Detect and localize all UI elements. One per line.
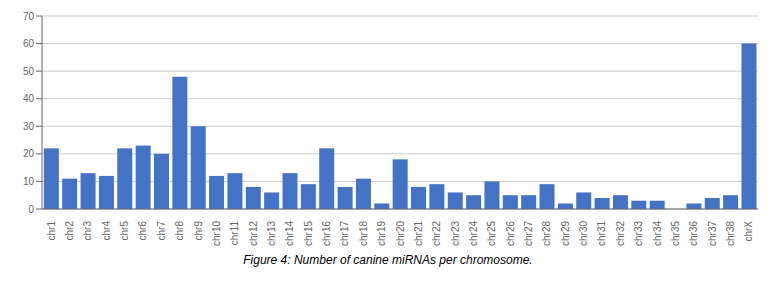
svg-text:chr26: chr26 xyxy=(505,221,516,246)
svg-text:chrX: chrX xyxy=(743,221,754,242)
svg-text:chr1: chr1 xyxy=(46,221,57,241)
svg-text:chr7: chr7 xyxy=(156,221,167,241)
svg-text:chr21: chr21 xyxy=(413,221,424,246)
svg-text:chr27: chr27 xyxy=(523,221,534,246)
svg-text:chr2: chr2 xyxy=(64,221,75,241)
svg-text:chr4: chr4 xyxy=(101,221,112,241)
svg-text:20: 20 xyxy=(23,148,35,159)
svg-text:chr38: chr38 xyxy=(725,221,736,246)
svg-text:chr15: chr15 xyxy=(303,221,314,246)
svg-text:chr28: chr28 xyxy=(541,221,552,246)
svg-text:chr36: chr36 xyxy=(688,221,699,246)
svg-text:70: 70 xyxy=(23,11,35,22)
svg-text:10: 10 xyxy=(23,176,35,187)
svg-text:chr6: chr6 xyxy=(137,221,148,241)
svg-text:chr32: chr32 xyxy=(615,221,626,246)
svg-text:chr13: chr13 xyxy=(266,221,277,246)
svg-text:60: 60 xyxy=(23,38,35,49)
svg-text:chr14: chr14 xyxy=(284,221,295,246)
svg-text:chr5: chr5 xyxy=(119,221,130,241)
svg-text:chr29: chr29 xyxy=(560,221,571,246)
svg-text:chr18: chr18 xyxy=(358,221,369,246)
svg-text:40: 40 xyxy=(23,93,35,104)
svg-text:chr34: chr34 xyxy=(652,221,663,246)
svg-text:chr16: chr16 xyxy=(321,221,332,246)
svg-text:chr37: chr37 xyxy=(707,221,718,246)
svg-text:chr30: chr30 xyxy=(578,221,589,246)
svg-text:chr25: chr25 xyxy=(486,221,497,246)
svg-text:chr20: chr20 xyxy=(395,221,406,246)
svg-text:chr22: chr22 xyxy=(431,221,442,246)
svg-text:chr11: chr11 xyxy=(229,221,240,246)
html-text:Figure 4: Number of canine miR: Figure 4: Number of canine miRNAs per ch… xyxy=(243,253,533,267)
svg-text:chr24: chr24 xyxy=(468,221,479,246)
svg-text:chr8: chr8 xyxy=(174,221,185,241)
svg-text:30: 30 xyxy=(23,121,35,132)
svg-text:chr10: chr10 xyxy=(211,221,222,246)
svg-text:50: 50 xyxy=(23,66,35,77)
svg-text:chr12: chr12 xyxy=(248,221,259,246)
svg-text:chr17: chr17 xyxy=(339,221,350,246)
svg-text:chr19: chr19 xyxy=(376,221,387,246)
svg-text:chr9: chr9 xyxy=(193,221,204,241)
svg-text:chr35: chr35 xyxy=(670,221,681,246)
svg-text:chr31: chr31 xyxy=(596,221,607,246)
svg-text:chr3: chr3 xyxy=(82,221,93,241)
svg-text:chr23: chr23 xyxy=(450,221,461,246)
svg-text:chr33: chr33 xyxy=(633,221,644,246)
svg-text:0: 0 xyxy=(28,204,34,215)
